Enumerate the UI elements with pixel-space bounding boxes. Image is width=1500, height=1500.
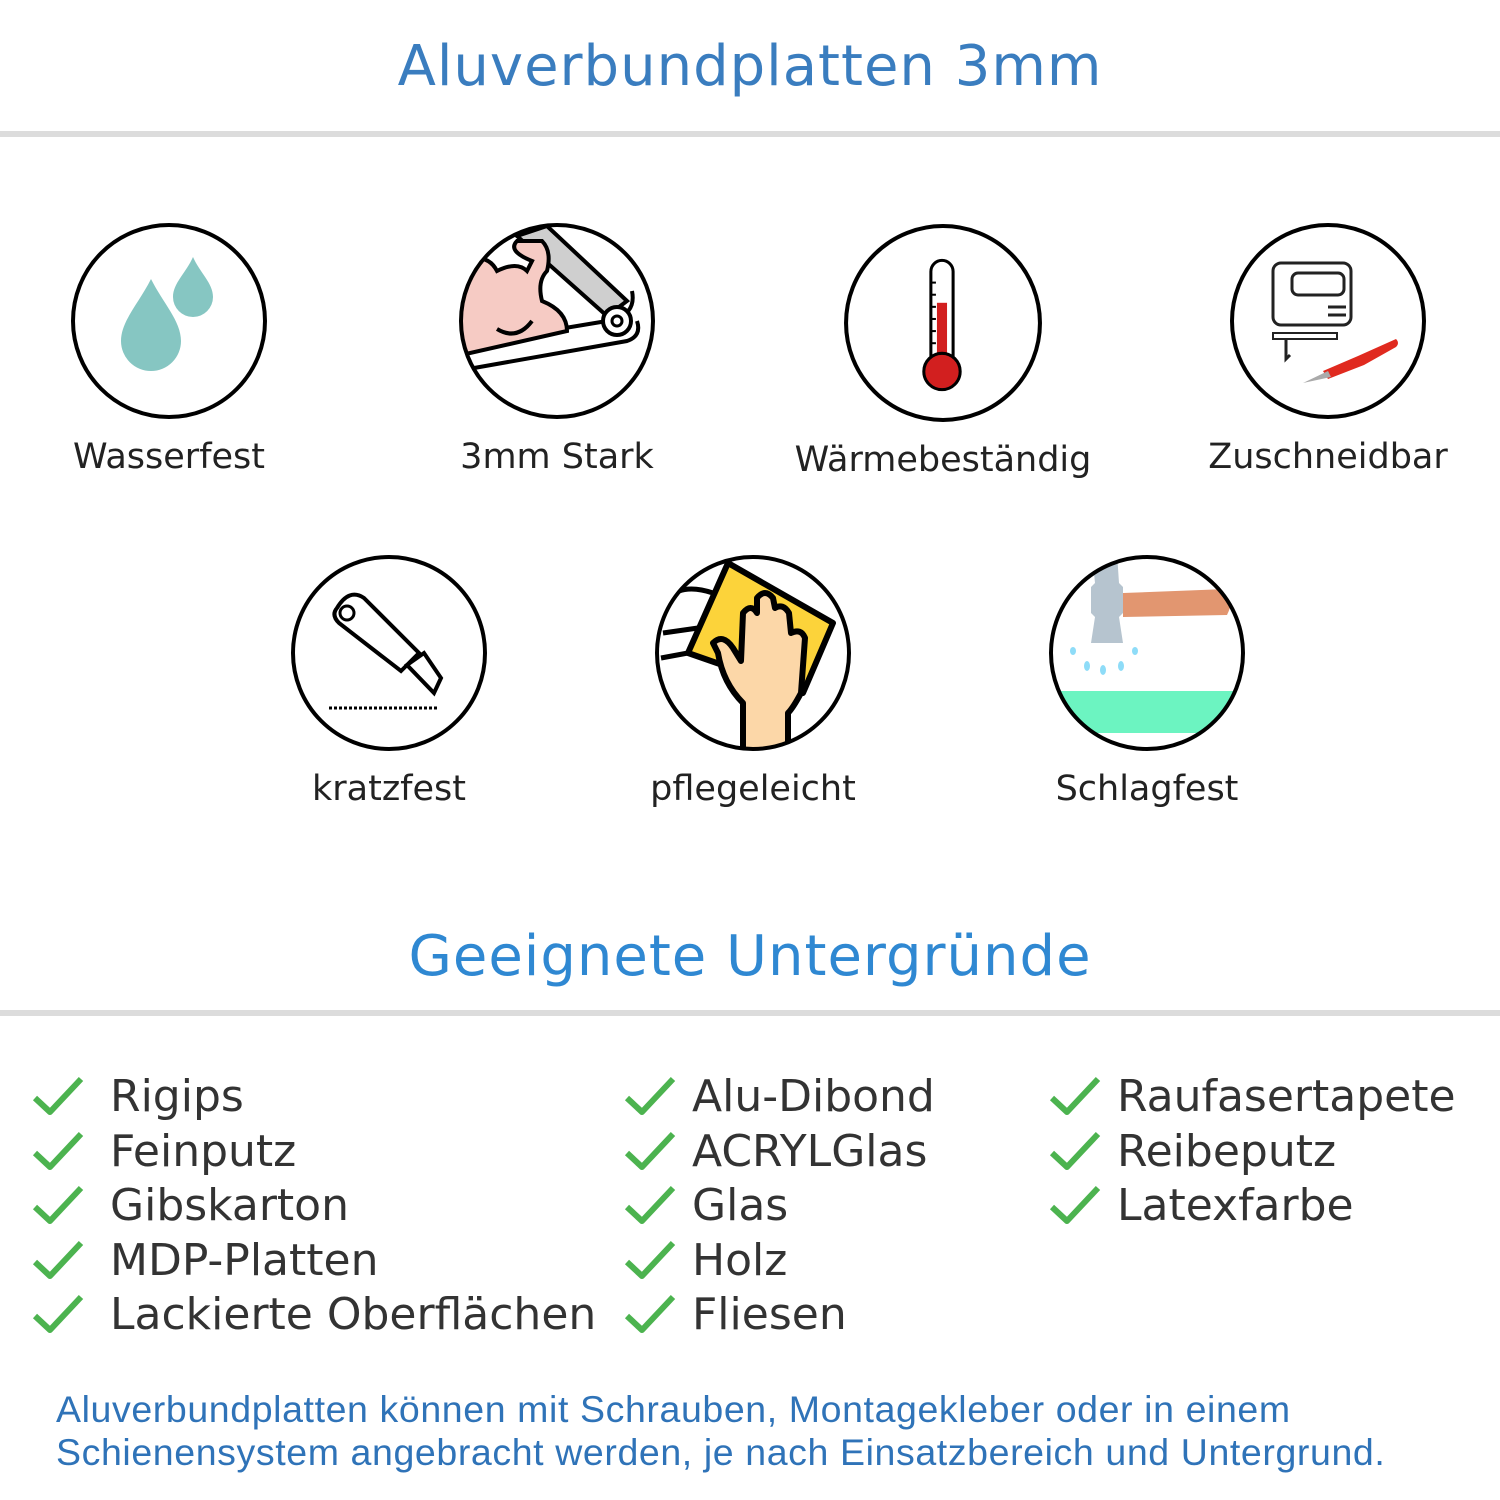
feature-label: Wärmebeständig	[794, 440, 1092, 480]
strong-arm-icon	[459, 223, 655, 419]
surface-label: MDP-Platten	[110, 1234, 379, 1286]
feature-waermebestaendig: Wärmebeständig	[793, 222, 1093, 480]
surface-label: Raufasertapete	[1117, 1071, 1456, 1122]
feature-schlagfest: Schlagfest	[997, 553, 1297, 809]
hammer-icon	[1049, 555, 1245, 751]
feature-label: Wasserfest	[72, 437, 266, 477]
checkmark-icon	[624, 1185, 676, 1224]
surface-label: Reibeputz	[1117, 1125, 1337, 1177]
checkmark-icon	[624, 1076, 676, 1115]
jigsaw-cutter-icon	[1230, 223, 1426, 419]
checkmark-icon	[32, 1131, 84, 1170]
water-drops-icon	[71, 223, 267, 419]
surface-label: Glas	[692, 1180, 789, 1231]
feature-label: Schlagfest	[1055, 769, 1239, 809]
surface-label: Latexfarbe	[1117, 1180, 1354, 1231]
feature-wasserfest: Wasserfest	[19, 221, 319, 477]
feature-label: kratzfest	[311, 769, 466, 809]
feature-pflegeleicht: pflegeleicht	[603, 553, 903, 809]
feature-label: 3mm Stark	[460, 437, 654, 477]
checkmark-icon	[32, 1294, 84, 1333]
checkmark-icon	[624, 1294, 676, 1333]
checkmark-icon	[1049, 1076, 1101, 1115]
surface-label: Holz	[692, 1234, 788, 1286]
checkmark-icon	[1049, 1185, 1101, 1224]
surface-label: Gibskarton	[110, 1180, 349, 1231]
surface-label: Feinputz	[110, 1125, 297, 1177]
checkmark-icon	[32, 1185, 84, 1224]
divider	[0, 1010, 1500, 1016]
feature-label: pflegeleicht	[650, 769, 856, 809]
section-title: Geeignete Untergründe	[408, 924, 1092, 989]
feature-3mm-stark: 3mm Stark	[407, 221, 707, 477]
checkmark-icon	[624, 1131, 676, 1170]
thermometer-icon	[844, 224, 1042, 422]
hand-cloth-icon	[655, 555, 851, 751]
checkmark-icon	[32, 1240, 84, 1279]
footer-line: Aluverbundplatten können mit Schrauben, …	[56, 1388, 1291, 1430]
feature-kratzfest: kratzfest	[239, 553, 539, 809]
surface-label: Rigips	[110, 1071, 244, 1122]
footer-note: Aluverbundplatten können mit Schrauben, …	[56, 1388, 1385, 1474]
footer-line: Schienensystem angebracht werden, je nac…	[56, 1431, 1386, 1473]
divider	[0, 131, 1500, 137]
box-cutter-icon	[291, 555, 487, 751]
checkmark-icon	[32, 1076, 84, 1115]
surface-label: Alu-Dibond	[692, 1071, 935, 1122]
surface-label: Fliesen	[692, 1289, 847, 1340]
checkmark-icon	[624, 1240, 676, 1279]
page-title: Aluverbundplatten 3mm	[397, 34, 1103, 99]
surface-label: Lackierte Oberflächen	[110, 1289, 597, 1340]
surface-label: ACRYLGlas	[692, 1125, 928, 1177]
feature-label: Zuschneidbar	[1208, 437, 1448, 477]
feature-zuschneidbar: Zuschneidbar	[1178, 221, 1478, 477]
checkmark-icon	[1049, 1131, 1101, 1170]
